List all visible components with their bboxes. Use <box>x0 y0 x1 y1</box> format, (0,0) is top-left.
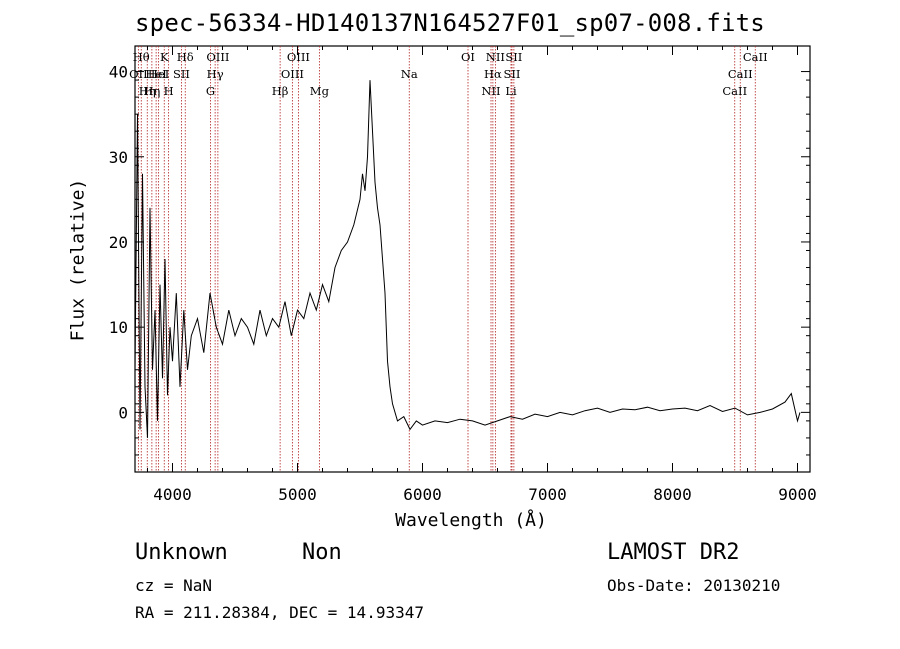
x-tick-label-1: 5000 <box>278 485 317 504</box>
line-label-24: SII <box>505 50 522 64</box>
redshift-value: cz = NaN <box>135 576 213 595</box>
y-tick-label-2: 20 <box>109 233 128 252</box>
x-tick-label-0: 4000 <box>153 485 192 504</box>
line-label-8: SII <box>173 67 190 81</box>
line-label-15: OIII <box>287 50 310 64</box>
line-label-14: OIII <box>281 67 304 81</box>
line-label-25: CaII <box>722 84 747 98</box>
coordinates: RA = 211.28384, DEC = 14.93347 <box>135 603 424 622</box>
line-label-27: CaII <box>743 50 768 64</box>
x-axis-label: Wavelength (Å) <box>395 510 547 531</box>
y-tick-label-0: 0 <box>118 403 128 422</box>
line-label-18: OI <box>461 50 475 64</box>
object-subclass: Non <box>302 540 342 565</box>
observation-date: Obs-Date: 20130210 <box>607 576 781 595</box>
plot-frame <box>134 45 811 473</box>
line-label-11: Hγ <box>207 67 224 81</box>
line-labels: OIIHθHηHηHeIHeIKHSIIHδGHγOIIIHβOIIIOIIIM… <box>129 50 768 98</box>
line-label-19: NII <box>481 84 500 98</box>
x-tick-label-2: 6000 <box>403 485 442 504</box>
line-label-7: H <box>164 84 174 98</box>
line-label-3: Hη <box>143 84 160 98</box>
line-label-2: Hη <box>139 84 156 98</box>
line-label-26: CaII <box>728 67 753 81</box>
line-label-23: SII <box>504 67 521 81</box>
line-label-0: OII <box>129 67 148 81</box>
line-label-6: K <box>160 50 169 64</box>
line-label-21: NII <box>486 50 505 64</box>
x-tick-label-4: 8000 <box>653 485 692 504</box>
line-label-4: HeI <box>145 67 166 81</box>
y-tick-label-1: 10 <box>109 318 128 337</box>
x-tick-label-5: 9000 <box>778 485 817 504</box>
object-class: Unknown <box>135 540 228 565</box>
survey-name: LAMOST DR2 <box>607 540 740 565</box>
line-markers <box>137 46 756 472</box>
line-label-5: HeI <box>148 67 169 81</box>
line-label-20: Hα <box>484 67 502 81</box>
line-label-9: Hδ <box>177 50 194 64</box>
line-label-12: OIII <box>206 50 229 64</box>
line-label-16: Mg <box>310 84 330 98</box>
line-label-1: Hθ <box>133 50 150 64</box>
line-label-17: Na <box>401 67 418 81</box>
line-label-22: Li <box>505 84 517 98</box>
y-axis-label: Flux (relative) <box>67 178 89 342</box>
line-label-13: Hβ <box>272 84 289 98</box>
x-tick-label-3: 7000 <box>528 485 567 504</box>
spectrum-line <box>134 80 801 438</box>
chart-title: spec-56334-HD140137N164527F01_sp07-008.f… <box>135 9 765 37</box>
line-label-10: G <box>206 84 215 98</box>
y-tick-label-4: 40 <box>109 63 128 82</box>
y-tick-label-3: 30 <box>109 148 128 167</box>
